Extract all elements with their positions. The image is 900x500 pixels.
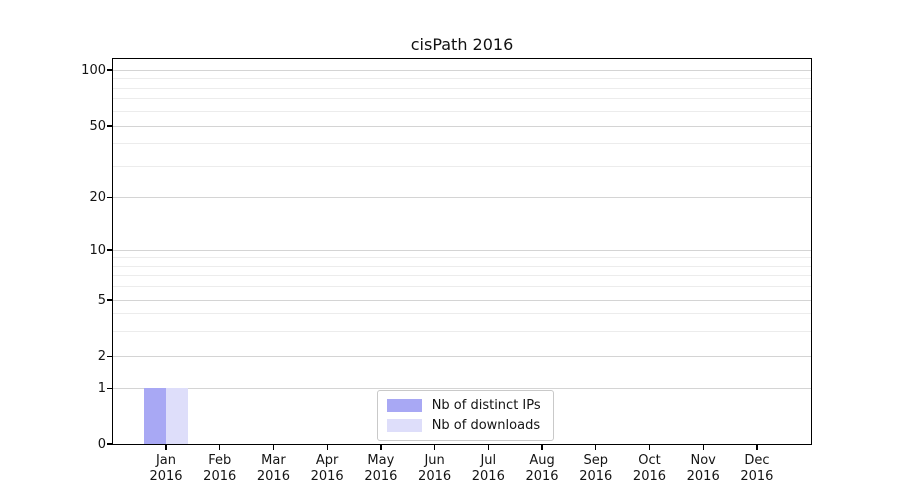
x-tick-month: Jan: [155, 453, 177, 468]
x-tick-year: 2016: [632, 469, 667, 484]
y-tick-label: 5: [97, 292, 106, 308]
bar-downloads: [165, 388, 188, 444]
x-tick-year: 2016: [364, 469, 398, 484]
y-tick-label: 50: [89, 118, 106, 134]
x-tick-mark: [541, 444, 543, 450]
x-tick-mark: [595, 444, 597, 450]
bar-distinct-ips: [143, 388, 166, 444]
x-tick-month: Feb: [208, 453, 232, 468]
y-tick-label: 2: [97, 349, 106, 364]
x-tick-year: 2016: [579, 469, 613, 484]
y-tick-label: 1: [97, 381, 106, 396]
x-tick-label: Mar 2016: [233, 453, 313, 485]
gridline-major-10: [112, 249, 811, 251]
x-tick-month: Jun: [424, 453, 445, 468]
x-tick-month: Nov: [690, 453, 716, 468]
x-tick-mark: [272, 444, 275, 450]
x-tick-mark: [165, 444, 167, 450]
x-tick-month: Sep: [583, 453, 608, 468]
gridline-minor-9: [112, 257, 811, 259]
y-tick-label: 100: [81, 62, 106, 78]
x-tick-month: Apr: [315, 453, 339, 468]
x-tick-month: Dec: [744, 453, 770, 468]
plot-area: Nb of distinct IPs Nb of downloads: [111, 57, 812, 445]
gridline-minor-90: [112, 78, 811, 80]
gridline-major-1: [112, 388, 811, 390]
x-tick-year: 2016: [740, 469, 774, 484]
gridline-major-100: [112, 69, 811, 71]
y-tick-label: 0: [97, 436, 106, 452]
x-tick-label: May 2016: [341, 453, 421, 485]
chart-title: cisPath 2016: [410, 35, 514, 54]
gridline-major-2: [112, 356, 811, 358]
x-tick-year: 2016: [686, 469, 720, 484]
legend-item: Nb of downloads: [386, 417, 544, 433]
x-tick-mark: [702, 444, 704, 450]
x-tick-label: Jul 2016: [448, 453, 528, 485]
x-tick-year: 2016: [203, 469, 237, 484]
x-tick-month: Oct: [638, 453, 661, 468]
x-tick-label: Apr 2016: [287, 453, 367, 485]
x-tick-mark: [380, 444, 382, 450]
x-tick-label: Feb 2016: [180, 453, 260, 485]
x-tick-month: Mar: [261, 453, 286, 468]
gridline-major-5: [112, 299, 811, 301]
x-tick-label: Oct 2016: [609, 453, 689, 485]
gridline-minor-8: [112, 265, 811, 267]
x-tick-year: 2016: [525, 469, 559, 484]
gridline-major-20: [112, 197, 811, 199]
gridline-major-50: [112, 125, 811, 127]
gridline-minor-4: [112, 313, 811, 315]
x-tick-year: 2016: [256, 469, 290, 484]
x-tick-year: 2016: [471, 469, 505, 484]
legend-swatch: [386, 418, 422, 432]
legend-label: Nb of distinct IPs: [431, 397, 541, 413]
gridline-minor-3: [112, 331, 811, 333]
x-tick-month: May: [367, 453, 395, 468]
x-tick-label: Sep 2016: [556, 453, 636, 485]
x-tick-label: Jun 2016: [395, 453, 475, 485]
x-tick-mark: [434, 444, 436, 450]
x-tick-month: Aug: [529, 453, 555, 468]
gridline-minor-60: [112, 110, 811, 112]
x-tick-year: 2016: [149, 469, 183, 484]
legend-label: Nb of downloads: [431, 417, 541, 433]
x-tick-mark: [326, 444, 328, 450]
x-tick-mark: [487, 444, 490, 450]
x-tick-label: Nov 2016: [663, 453, 743, 485]
x-tick-year: 2016: [310, 469, 344, 484]
x-tick-mark: [756, 444, 758, 450]
x-tick-label: Aug 2016: [502, 453, 582, 485]
x-tick-month: Jul: [480, 453, 497, 468]
legend-box: Nb of distinct IPs Nb of downloads: [376, 389, 554, 441]
x-tick-label: Dec 2016: [717, 453, 797, 485]
x-tick-mark: [219, 444, 221, 450]
gridline-minor-6: [112, 286, 811, 288]
gridline-minor-80: [112, 87, 811, 89]
x-tick-year: 2016: [418, 469, 452, 484]
gridline-minor-7: [112, 275, 811, 277]
gridline-minor-30: [112, 165, 811, 167]
x-tick-mark: [648, 444, 651, 450]
gridline-minor-40: [112, 143, 811, 145]
y-tick-label: 20: [89, 190, 106, 205]
y-tick-label: 10: [89, 242, 106, 258]
x-tick-label: Jan 2016: [126, 453, 206, 485]
gridline-minor-70: [112, 98, 811, 100]
legend-swatch: [386, 398, 422, 412]
legend-item: Nb of distinct IPs: [386, 397, 544, 413]
